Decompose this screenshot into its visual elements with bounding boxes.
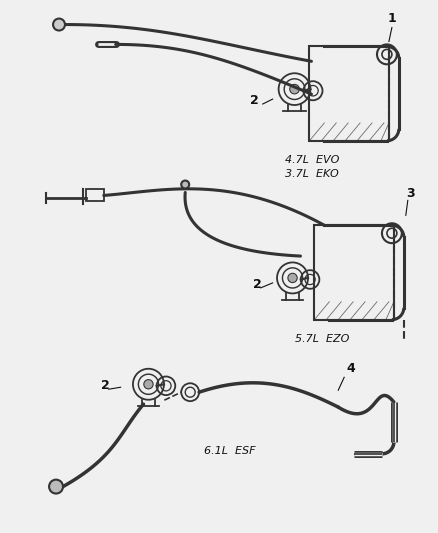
Bar <box>309 46 389 141</box>
Circle shape <box>52 482 60 490</box>
Circle shape <box>144 379 153 389</box>
Text: 2: 2 <box>251 94 259 107</box>
Circle shape <box>290 84 299 94</box>
Text: 2: 2 <box>101 379 110 392</box>
Bar <box>314 225 394 320</box>
Circle shape <box>49 480 63 494</box>
Text: 5.7L  EZO: 5.7L EZO <box>295 334 350 344</box>
Circle shape <box>288 273 297 282</box>
Bar <box>86 190 104 201</box>
Text: 4: 4 <box>346 362 355 375</box>
Circle shape <box>53 19 65 30</box>
Text: 1: 1 <box>388 12 396 25</box>
Text: 3: 3 <box>406 188 414 200</box>
Text: 2: 2 <box>253 278 261 291</box>
Circle shape <box>181 181 189 189</box>
Text: 6.1L  ESF: 6.1L ESF <box>204 446 256 456</box>
Text: 3.7L  EKO: 3.7L EKO <box>285 168 338 179</box>
Text: 4.7L  EVO: 4.7L EVO <box>285 155 339 165</box>
